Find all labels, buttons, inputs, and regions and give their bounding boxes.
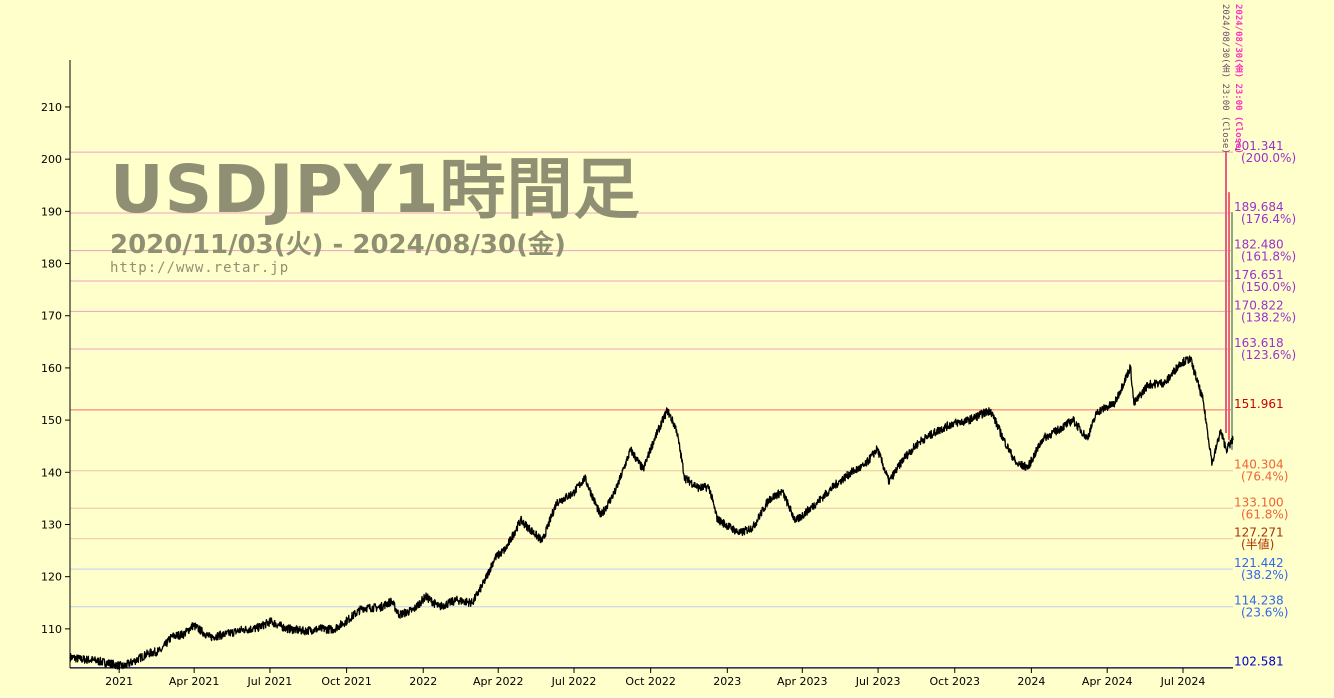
source-url: http://www.retar.jp (110, 260, 290, 276)
date-range-subtitle: 2020/11/03(火) - 2024/08/30(金) (110, 230, 566, 260)
level-percent-label: (200.0%) (1241, 151, 1296, 165)
level-value-label: 133.100 (1234, 495, 1284, 509)
level-percent-label: (半値) (1241, 537, 1274, 552)
range-bar-green (1231, 212, 1233, 450)
level-percent-label: (138.2%) (1241, 310, 1296, 324)
price-series (69, 355, 1234, 671)
x-tick-label: Jul 2023 (855, 675, 901, 688)
x-tick-label: Apr 2023 (777, 675, 828, 688)
x-tick-label: 2023 (713, 675, 741, 688)
x-tick-label: Oct 2022 (625, 675, 676, 688)
level-value-label: 140.304 (1234, 458, 1284, 472)
level-value-label: 127.271 (1234, 526, 1284, 540)
x-tick-label: Jul 2021 (247, 675, 293, 688)
level-value-label: 163.618 (1234, 336, 1284, 350)
y-tick-label: 210 (41, 101, 62, 114)
x-tick-label: Oct 2023 (929, 675, 980, 688)
y-tick-label: 120 (41, 571, 62, 584)
x-tick-label: Apr 2021 (169, 675, 220, 688)
y-tick-label: 160 (41, 362, 62, 375)
level-percent-label: (150.0%) (1241, 280, 1296, 294)
level-value-label: 114.238 (1234, 594, 1284, 608)
level-value-label: 151.961 (1234, 397, 1284, 411)
close-time-note: 2024/08/30(金) 23:00 (Close) (1220, 4, 1230, 154)
x-tick-label: Jul 2022 (551, 675, 597, 688)
level-value-label: 102.581 (1234, 655, 1284, 669)
x-tick-label: 2021 (105, 675, 133, 688)
fibonacci-level-labels: 201.341(200.0%) 189.684(176.4%) 182.480(16… (1234, 139, 1296, 668)
level-value-label: 189.684 (1234, 200, 1284, 214)
close-time-note-highlight: 2024/08/30(金) 23:00 (Close) (1233, 4, 1243, 154)
x-tick-label: 2024 (1017, 675, 1045, 688)
y-tick-label: 130 (41, 518, 62, 531)
y-tick-label: 200 (41, 153, 62, 166)
level-percent-label: (161.8%) (1241, 250, 1296, 264)
level-percent-label: (61.8%) (1241, 507, 1288, 521)
x-tick-label: Jul 2024 (1160, 675, 1206, 688)
level-percent-label: (38.2%) (1241, 568, 1288, 582)
level-percent-label: (123.6%) (1241, 348, 1296, 362)
y-tick-label: 180 (41, 258, 62, 271)
y-tick-label: 150 (41, 414, 62, 427)
y-tick-label: 170 (41, 310, 62, 323)
x-tick-label: Oct 2021 (321, 675, 372, 688)
range-bar-red (1228, 192, 1230, 440)
level-value-label: 170.822 (1234, 298, 1284, 312)
level-value-label: 176.651 (1234, 268, 1284, 282)
chart-title: USDJPY1時間足 (110, 151, 641, 228)
x-tick-label: Apr 2022 (473, 675, 524, 688)
chart-axes: 110 120 130 140 150 160 170 180 190 200 210 2021 Apr… (41, 60, 1233, 688)
range-bar-pink (1225, 152, 1227, 433)
level-percent-label: (76.4%) (1241, 470, 1288, 484)
level-percent-label: (23.6%) (1241, 606, 1288, 620)
y-tick-label: 110 (41, 623, 62, 636)
price-line (69, 355, 1234, 671)
level-percent-label: (176.4%) (1241, 212, 1296, 226)
y-tick-label: 190 (41, 205, 62, 218)
range-marker-bars (1225, 152, 1233, 450)
level-value-label: 201.341 (1234, 139, 1284, 153)
level-value-label: 182.480 (1234, 238, 1284, 252)
y-tick-label: 140 (41, 466, 62, 479)
level-value-label: 121.442 (1234, 556, 1284, 570)
x-tick-label: Apr 2024 (1082, 675, 1133, 688)
x-tick-label: 2022 (409, 675, 437, 688)
